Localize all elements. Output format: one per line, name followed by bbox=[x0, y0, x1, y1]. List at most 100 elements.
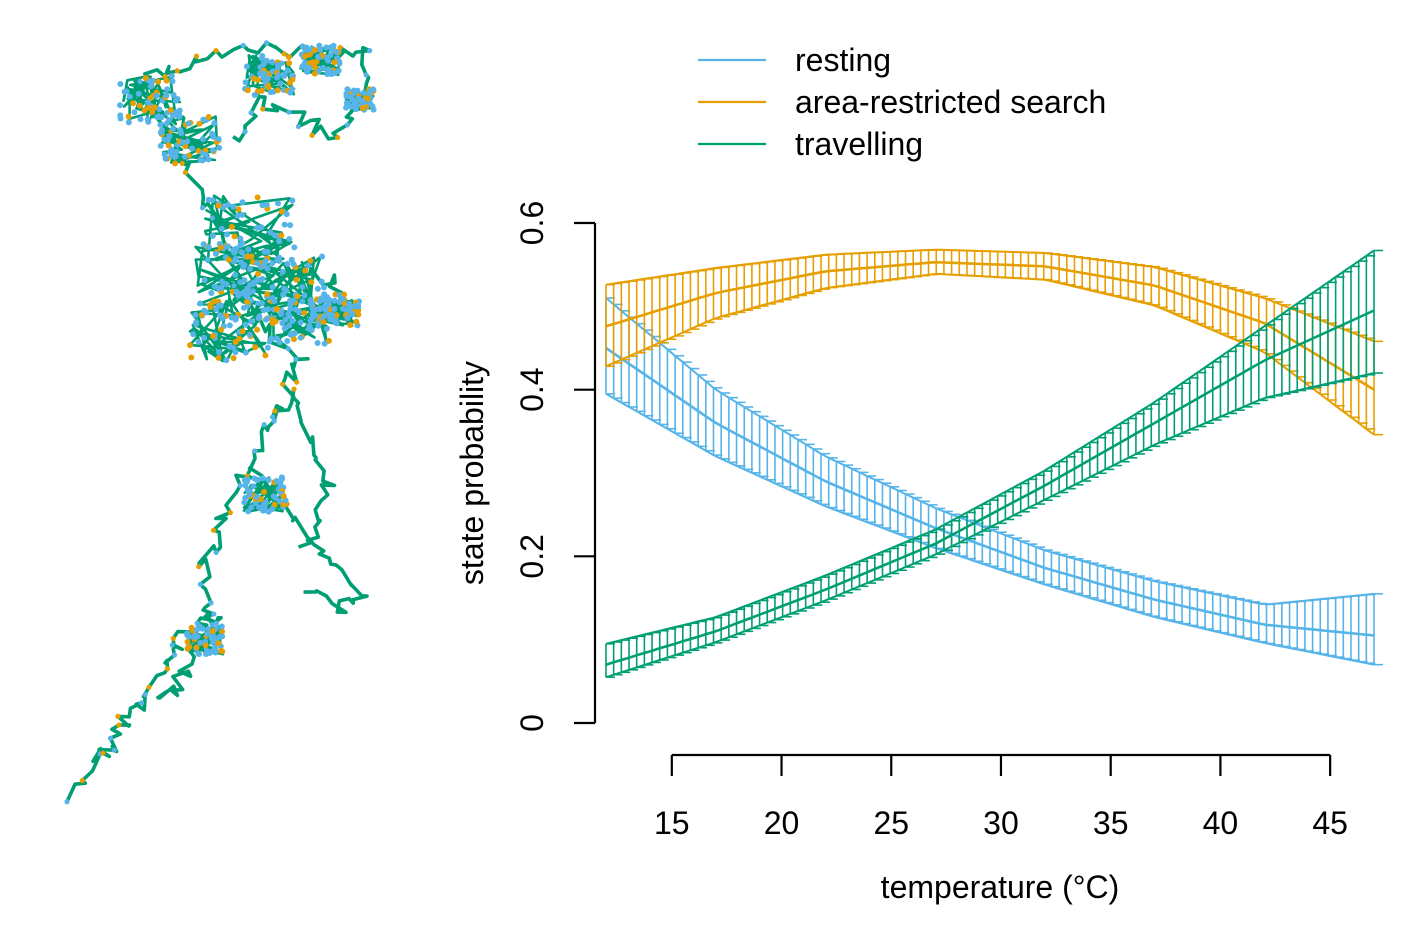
track-state-point bbox=[350, 87, 357, 94]
track-state-point bbox=[306, 64, 313, 71]
track-state-point bbox=[230, 355, 237, 362]
track-state-point bbox=[163, 77, 170, 84]
track-state-point bbox=[285, 53, 292, 60]
track-state-point bbox=[151, 104, 158, 111]
track-state-point bbox=[149, 108, 156, 115]
track-state-point bbox=[146, 684, 152, 690]
track-path bbox=[65, 40, 372, 803]
track-state-point bbox=[246, 265, 253, 272]
track-state-point bbox=[201, 277, 208, 284]
track-state-point bbox=[251, 280, 258, 287]
track-state-point bbox=[254, 194, 261, 201]
track-state-point bbox=[201, 334, 208, 341]
track-state-point bbox=[251, 91, 258, 98]
track-state-point bbox=[262, 78, 269, 85]
mean-line bbox=[605, 309, 1375, 666]
track-state-point bbox=[150, 77, 157, 84]
track-state-point bbox=[367, 48, 373, 54]
track-cluster bbox=[188, 297, 269, 363]
track-state-point bbox=[195, 338, 202, 345]
track-state-point bbox=[335, 67, 342, 74]
track-state-point bbox=[185, 120, 192, 127]
track-state-point bbox=[250, 483, 257, 490]
track-state-point bbox=[291, 330, 298, 337]
track-state-point bbox=[174, 68, 180, 74]
track-state-point bbox=[315, 53, 322, 60]
track-state-point bbox=[265, 476, 272, 483]
track-state-point bbox=[289, 317, 296, 324]
track-state-point bbox=[208, 289, 215, 296]
track-state-point bbox=[271, 418, 277, 424]
track-state-point bbox=[117, 102, 124, 109]
track-state-point bbox=[237, 482, 243, 489]
track-state-point bbox=[237, 235, 244, 242]
x-tick-label: 20 bbox=[764, 805, 800, 841]
track-state-point bbox=[262, 248, 269, 255]
y-tick-label: 0.4 bbox=[514, 367, 550, 411]
track-state-point bbox=[198, 311, 205, 318]
track-state-point bbox=[263, 40, 270, 46]
track-state-point bbox=[200, 116, 207, 123]
track-state-point bbox=[283, 287, 290, 294]
track-state-point bbox=[194, 633, 201, 640]
track-state-point bbox=[182, 169, 188, 176]
track-state-point bbox=[224, 201, 231, 208]
track-state-point bbox=[243, 63, 250, 70]
track-state-point bbox=[259, 202, 266, 209]
track-state-point bbox=[239, 199, 246, 206]
track-state-point bbox=[331, 305, 338, 312]
track-state-point bbox=[285, 311, 292, 318]
track-state-point bbox=[293, 356, 299, 362]
track-state-point bbox=[286, 109, 292, 115]
track-state-point bbox=[200, 241, 207, 248]
track-state-point bbox=[213, 306, 220, 313]
track-state-point bbox=[305, 46, 312, 53]
track-state-point bbox=[125, 119, 132, 126]
track-state-point bbox=[209, 232, 216, 239]
track-state-point bbox=[272, 318, 279, 325]
track-state-point bbox=[216, 144, 223, 151]
track-state-point bbox=[203, 651, 210, 658]
track-state-point bbox=[325, 337, 332, 344]
track-state-point bbox=[238, 290, 245, 297]
track-state-point bbox=[218, 326, 225, 333]
track-state-point bbox=[184, 638, 191, 645]
track-state-point bbox=[246, 491, 253, 498]
track-state-point bbox=[292, 306, 299, 313]
track-map bbox=[64, 40, 377, 805]
track-state-point bbox=[281, 221, 288, 228]
y-axis: 0 0.2 0.4 0.6 bbox=[514, 201, 597, 732]
track-state-point bbox=[167, 148, 174, 155]
track-state-point bbox=[276, 254, 283, 261]
track-state-point bbox=[228, 314, 235, 321]
track-state-point bbox=[321, 313, 328, 320]
track-state-point bbox=[254, 476, 261, 483]
track-state-point bbox=[174, 96, 181, 103]
track-state-point bbox=[141, 107, 148, 114]
track-state-point bbox=[311, 70, 318, 77]
track-state-point bbox=[265, 84, 272, 91]
legend-label-travelling: travelling bbox=[795, 126, 923, 162]
track-state-point bbox=[261, 70, 268, 77]
track-state-point bbox=[197, 581, 203, 587]
track-state-point bbox=[211, 120, 218, 127]
track-state-point bbox=[286, 322, 293, 329]
track-state-point bbox=[290, 261, 297, 268]
track-state-point bbox=[286, 236, 293, 243]
track-state-point bbox=[131, 109, 138, 116]
track-state-point bbox=[142, 74, 149, 81]
track-state-point bbox=[233, 245, 240, 252]
track-state-point bbox=[212, 648, 219, 655]
track-state-point bbox=[196, 120, 203, 127]
track-state-point bbox=[155, 78, 162, 85]
track-state-point bbox=[168, 73, 175, 80]
track-state-point bbox=[262, 352, 269, 359]
track-state-point bbox=[281, 51, 287, 57]
track-state-point bbox=[164, 666, 171, 672]
track-state-point bbox=[344, 122, 350, 128]
track-state-point bbox=[339, 305, 346, 312]
track-state-point bbox=[316, 306, 323, 313]
track-state-point bbox=[263, 57, 270, 64]
track-state-point bbox=[240, 263, 247, 270]
track-state-point bbox=[287, 89, 294, 96]
